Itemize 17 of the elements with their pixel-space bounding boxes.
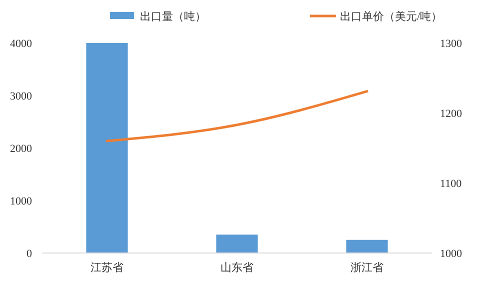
x-tick-label: 江苏省 (90, 261, 124, 274)
y-tick-label: 0 (26, 248, 32, 260)
y2-tick-label: 1300 (440, 38, 462, 50)
y-tick-label: 2000 (10, 143, 32, 155)
bar (216, 234, 258, 253)
legend-label: 出口量（吨） (140, 10, 206, 23)
y2-tick-label: 1000 (440, 248, 462, 260)
x-tick-label: 山东省 (220, 261, 254, 274)
y-tick-label: 3000 (10, 90, 32, 102)
bar (86, 43, 128, 253)
legend-label: 出口单价（美元/吨） (340, 10, 442, 23)
x-tick-label: 浙江省 (350, 261, 384, 274)
y-tick-label: 4000 (10, 38, 32, 50)
y2-tick-label: 1200 (440, 108, 462, 120)
y2-tick-label: 1100 (440, 178, 462, 190)
y-tick-label: 1000 (10, 196, 32, 208)
bar (346, 240, 388, 253)
